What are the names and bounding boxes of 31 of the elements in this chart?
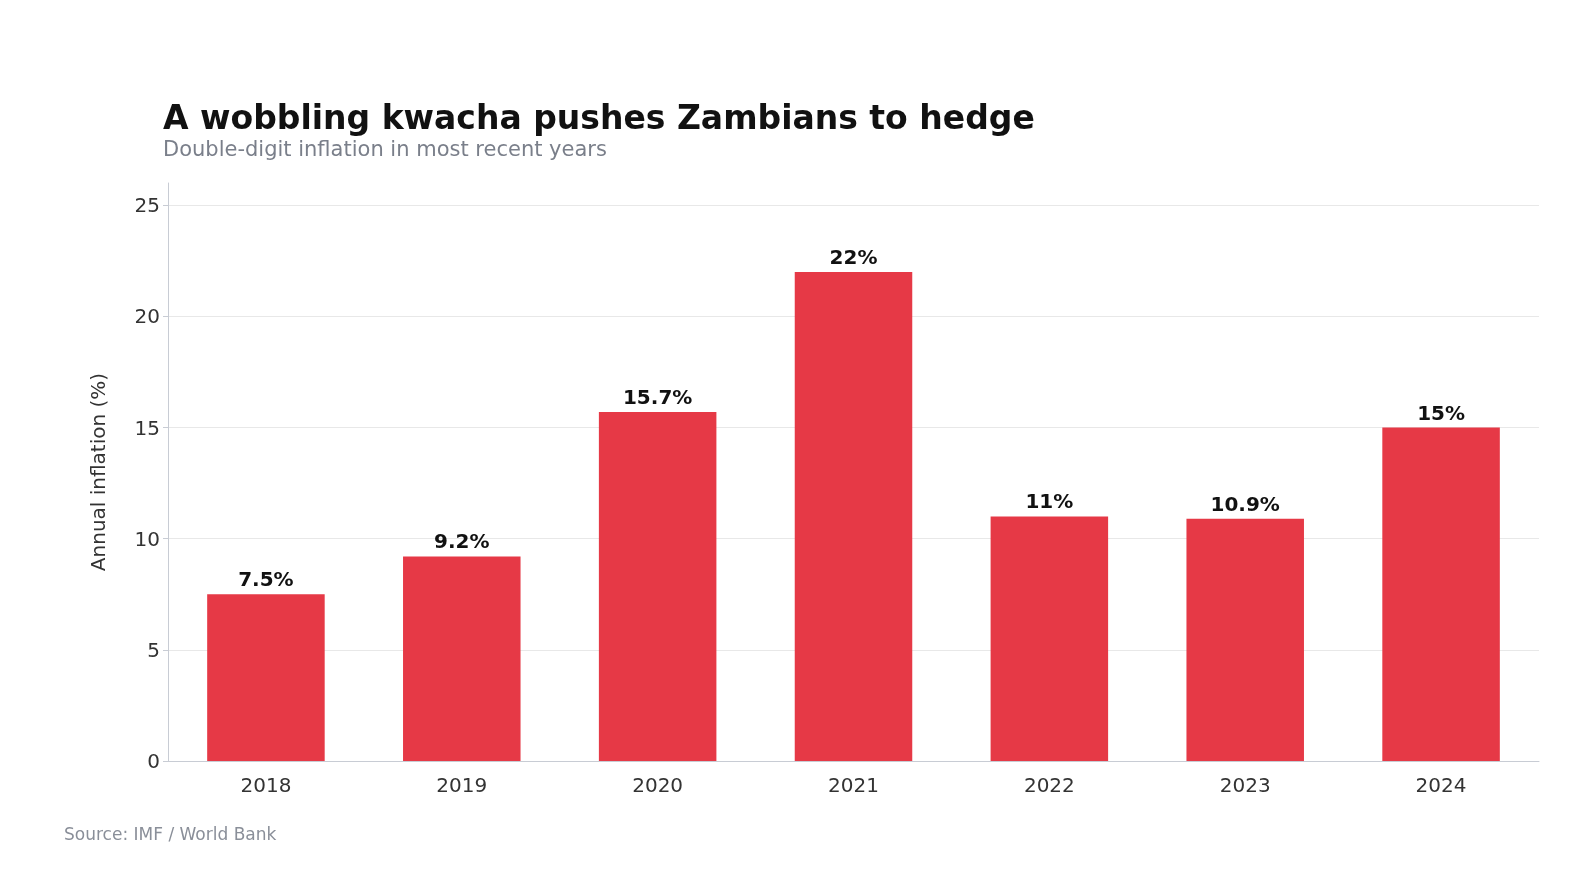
chart-title: A wobbling kwacha pushes Zambians to hedge	[163, 98, 1035, 137]
x-tick-label: 2022	[1023, 773, 1075, 797]
x-tick-label: 2021	[828, 773, 879, 797]
y-tick-label: 5	[147, 637, 160, 662]
y-tick-label: 20	[134, 304, 160, 329]
bar	[990, 516, 1109, 761]
data-label: 11%	[1025, 489, 1074, 514]
x-tick-label: 2023	[1219, 773, 1271, 797]
x-tick-label: 2024	[1415, 773, 1467, 797]
y-axis-title: Annual inflation (%)	[86, 372, 110, 572]
x-tick-label: 2018	[240, 773, 292, 797]
source-note: Source: IMF / World Bank	[64, 823, 277, 844]
x-tick-label: 2019	[436, 773, 488, 797]
data-label: 7.5%	[238, 567, 294, 592]
data-label: 10.9%	[1210, 491, 1280, 516]
bar	[598, 411, 717, 761]
chart-subtitle: Double-digit inflation in most recent years	[163, 136, 607, 161]
data-label: 9.2%	[434, 529, 490, 554]
bar	[207, 594, 325, 761]
x-tick-label: 2020	[632, 773, 684, 797]
bar	[1186, 518, 1304, 761]
bar	[1382, 427, 1500, 761]
data-label: 15%	[1417, 400, 1466, 425]
y-tick-label: 10	[134, 526, 160, 551]
y-tick-label: 15	[134, 415, 160, 440]
bar	[794, 271, 913, 761]
data-label: 22%	[829, 244, 878, 269]
y-tick-label: 25	[134, 193, 160, 218]
bar	[403, 556, 521, 761]
data-label: 15.7%	[622, 384, 693, 409]
y-tick-label: 0	[147, 749, 160, 773]
